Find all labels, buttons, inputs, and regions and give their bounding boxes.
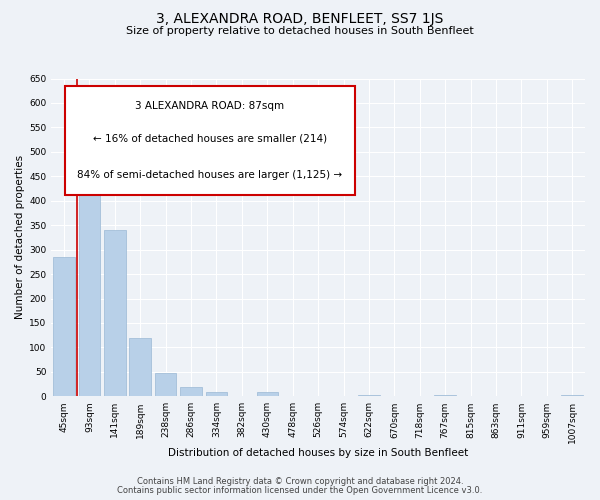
- Text: Contains HM Land Registry data © Crown copyright and database right 2024.: Contains HM Land Registry data © Crown c…: [137, 477, 463, 486]
- Y-axis label: Number of detached properties: Number of detached properties: [15, 156, 25, 320]
- Bar: [104, 230, 125, 396]
- Bar: [53, 257, 75, 396]
- Text: Contains public sector information licensed under the Open Government Licence v3: Contains public sector information licen…: [118, 486, 482, 495]
- Bar: [257, 392, 278, 396]
- Bar: [79, 144, 100, 396]
- Bar: [434, 395, 456, 396]
- X-axis label: Distribution of detached houses by size in South Benfleet: Distribution of detached houses by size …: [168, 448, 468, 458]
- Text: 3, ALEXANDRA ROAD, BENFLEET, SS7 1JS: 3, ALEXANDRA ROAD, BENFLEET, SS7 1JS: [157, 12, 443, 26]
- Bar: [206, 392, 227, 396]
- FancyBboxPatch shape: [65, 86, 355, 194]
- Bar: [130, 338, 151, 396]
- Text: ← 16% of detached houses are smaller (214): ← 16% of detached houses are smaller (21…: [93, 134, 327, 143]
- Text: Size of property relative to detached houses in South Benfleet: Size of property relative to detached ho…: [126, 26, 474, 36]
- Bar: [180, 386, 202, 396]
- Text: 84% of semi-detached houses are larger (1,125) →: 84% of semi-detached houses are larger (…: [77, 170, 343, 180]
- Text: 3 ALEXANDRA ROAD: 87sqm: 3 ALEXANDRA ROAD: 87sqm: [136, 101, 284, 111]
- Bar: [155, 373, 176, 396]
- Bar: [562, 395, 583, 396]
- Bar: [358, 395, 380, 396]
